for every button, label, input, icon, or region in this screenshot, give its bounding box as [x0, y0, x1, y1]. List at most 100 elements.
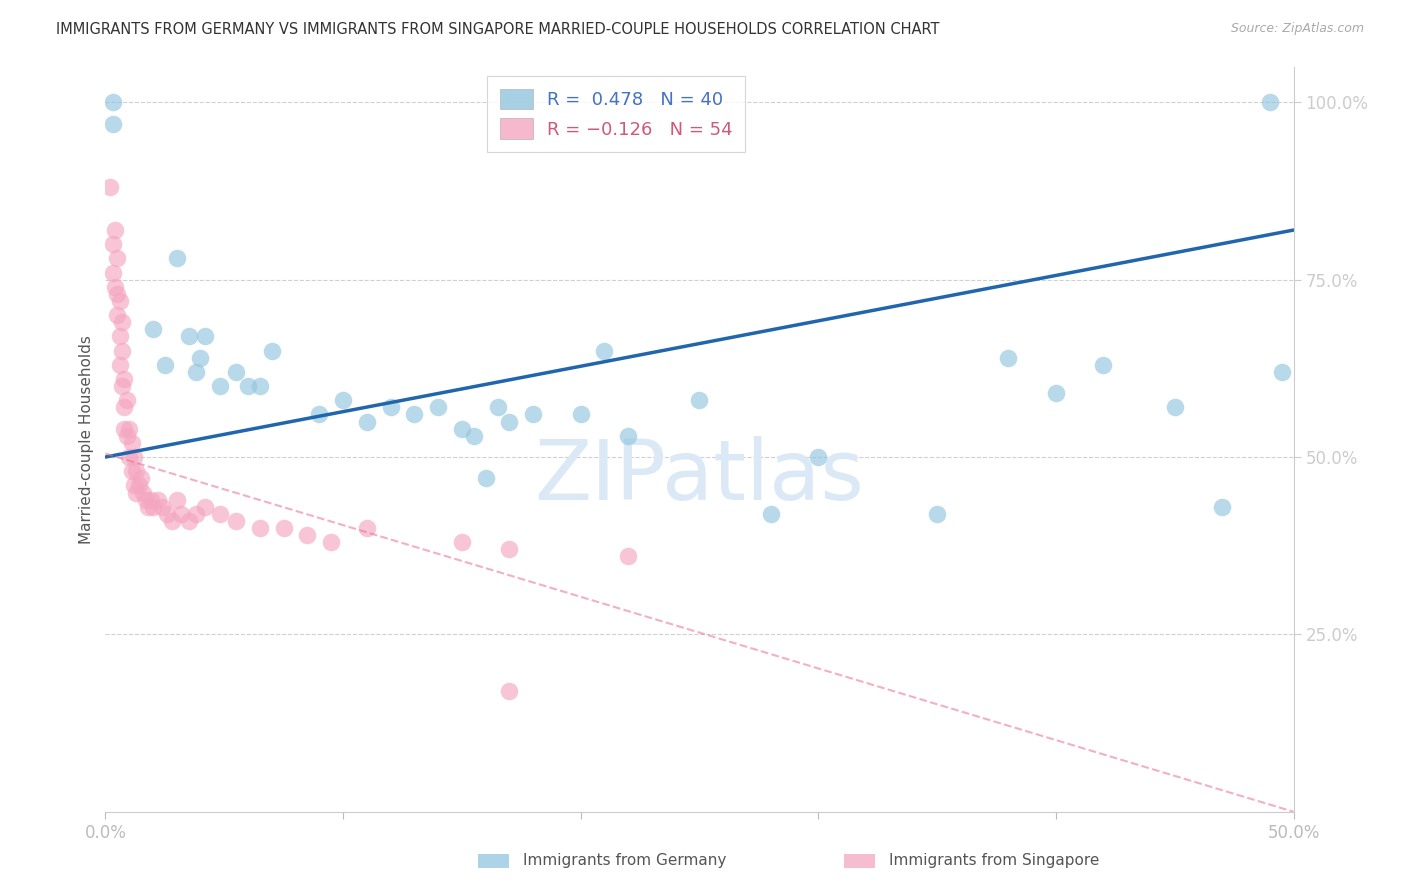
Point	[139, 492, 162, 507]
Point	[321, 535, 343, 549]
Point	[1092, 358, 1115, 372]
Point	[404, 408, 426, 422]
Point	[108, 358, 131, 372]
Legend: R =  0.478   N = 40, R = −0.126   N = 54: R = 0.478 N = 40, R = −0.126 N = 54	[488, 76, 745, 152]
Point	[146, 492, 169, 507]
Point	[184, 365, 207, 379]
Point	[194, 500, 217, 514]
Point	[617, 549, 640, 564]
Point	[104, 280, 127, 294]
Point	[105, 286, 128, 301]
Point	[101, 266, 124, 280]
Point	[142, 500, 165, 514]
Text: Immigrants from Singapore: Immigrants from Singapore	[889, 854, 1099, 868]
Bar	[844, 854, 875, 868]
Point	[498, 684, 520, 698]
Point	[132, 485, 155, 500]
Point	[249, 379, 271, 393]
Point	[122, 450, 145, 464]
Point	[114, 401, 136, 415]
Point	[498, 542, 520, 557]
Point	[166, 252, 188, 266]
Point	[156, 507, 179, 521]
Point	[101, 117, 124, 131]
Point	[273, 521, 295, 535]
Point	[114, 372, 136, 386]
Point	[807, 450, 830, 464]
Point	[1045, 386, 1067, 401]
Point	[121, 435, 143, 450]
Point	[184, 507, 207, 521]
Point	[125, 485, 148, 500]
Text: Source: ZipAtlas.com: Source: ZipAtlas.com	[1230, 22, 1364, 36]
Text: ZIPatlas: ZIPatlas	[534, 436, 865, 517]
Point	[142, 322, 165, 336]
Point	[111, 343, 134, 358]
Y-axis label: Married-couple Households: Married-couple Households	[79, 334, 94, 544]
Text: Immigrants from Germany: Immigrants from Germany	[523, 854, 727, 868]
Point	[208, 507, 231, 521]
Point	[129, 471, 152, 485]
Point	[115, 393, 138, 408]
Point	[427, 401, 450, 415]
Point	[121, 464, 143, 478]
Point	[177, 329, 200, 343]
Point	[208, 379, 231, 393]
Point	[111, 379, 134, 393]
Point	[128, 478, 150, 492]
Point	[260, 343, 283, 358]
Point	[356, 521, 378, 535]
Point	[104, 223, 127, 237]
Point	[190, 351, 212, 365]
Point	[136, 500, 159, 514]
Point	[463, 429, 485, 443]
Point	[118, 450, 141, 464]
Point	[925, 507, 948, 521]
Point	[759, 507, 782, 521]
Point	[332, 393, 354, 408]
Point	[101, 237, 124, 252]
Point	[1271, 365, 1294, 379]
Point	[135, 492, 157, 507]
Bar	[478, 854, 509, 868]
Point	[105, 252, 128, 266]
Point	[108, 293, 131, 308]
Point	[160, 514, 183, 528]
Point	[569, 408, 592, 422]
Point	[249, 521, 271, 535]
Point	[153, 358, 176, 372]
Point	[356, 415, 378, 429]
Point	[115, 429, 138, 443]
Point	[486, 401, 509, 415]
Point	[101, 95, 124, 110]
Point	[225, 365, 247, 379]
Point	[308, 408, 330, 422]
Point	[108, 329, 131, 343]
Point	[111, 315, 134, 329]
Point	[105, 308, 128, 322]
Point	[617, 429, 640, 443]
Point	[125, 464, 148, 478]
Point	[297, 528, 319, 542]
Point	[1258, 95, 1281, 110]
Point	[98, 180, 121, 194]
Point	[166, 492, 188, 507]
Point	[689, 393, 711, 408]
Point	[474, 471, 496, 485]
Point	[225, 514, 247, 528]
Text: IMMIGRANTS FROM GERMANY VS IMMIGRANTS FROM SINGAPORE MARRIED-COUPLE HOUSEHOLDS C: IMMIGRANTS FROM GERMANY VS IMMIGRANTS FR…	[56, 22, 939, 37]
Point	[236, 379, 259, 393]
Point	[152, 500, 174, 514]
Point	[177, 514, 200, 528]
Point	[380, 401, 402, 415]
Point	[170, 507, 193, 521]
Point	[522, 408, 544, 422]
Point	[1164, 401, 1187, 415]
Point	[450, 535, 472, 549]
Point	[997, 351, 1019, 365]
Point	[450, 422, 472, 436]
Point	[498, 415, 520, 429]
Point	[194, 329, 217, 343]
Point	[122, 478, 145, 492]
Point	[114, 422, 136, 436]
